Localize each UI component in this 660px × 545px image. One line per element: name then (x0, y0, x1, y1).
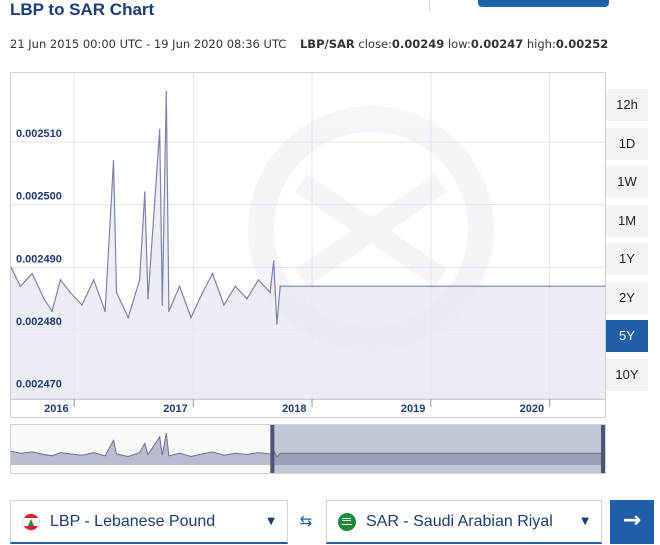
series-point (112, 160, 115, 162)
range-button-12h[interactable]: 12h (606, 89, 648, 121)
series-point (223, 304, 225, 306)
series-point (158, 128, 161, 131)
swap-arrows-icon[interactable]: ⇆ (299, 512, 313, 530)
arrow-right-icon: → (622, 508, 642, 533)
range-button-5y[interactable]: 5Y (606, 320, 648, 352)
series-point (279, 285, 282, 287)
close-value: 0.00249 (391, 37, 445, 51)
series-point (138, 279, 141, 281)
navigator-selection (272, 425, 605, 473)
series-point (19, 285, 22, 287)
saudi-flag-icon (338, 512, 356, 531)
y-tick-label: 0.002510 (16, 128, 62, 140)
series-point (211, 272, 214, 275)
x-tick-label: 2020 (520, 403, 544, 415)
chevron-down-icon: ▼ (581, 516, 589, 527)
series-point (276, 323, 278, 325)
series-point (11, 266, 12, 269)
series-point (144, 191, 146, 193)
navigator-left-handle (270, 425, 275, 473)
series-point (127, 316, 129, 319)
series-point (190, 316, 192, 319)
range-button-2y[interactable]: 2Y (606, 281, 648, 314)
rate-chart-svg: 0.002510 0.002500 0.002490 0.002480 0.002470… (11, 73, 605, 415)
series-point (104, 310, 106, 312)
series-point (604, 285, 605, 287)
low-label: low: (447, 37, 471, 51)
series-point (272, 260, 275, 262)
series-line (11, 91, 605, 324)
navigator-area (11, 433, 605, 465)
lebanon-flag-icon (22, 512, 40, 531)
series-point (165, 91, 168, 93)
x-tick-label: 2017 (163, 403, 187, 415)
x-tick-label: 2016 (44, 403, 68, 415)
series-point (178, 285, 181, 287)
x-tick-label: 2018 (282, 403, 306, 415)
chart-summary: 21 Jun 2015 00:00 UTC - 19 Jun 2020 08:3… (10, 37, 608, 51)
date-range-text: 21 Jun 2015 00:00 UTC - 19 Jun 2020 08:3… (10, 37, 287, 51)
y-tick-label: 0.002470 (16, 379, 62, 391)
series-point (201, 291, 204, 294)
series-point (51, 310, 53, 312)
series-point (246, 297, 248, 300)
series-point (234, 285, 237, 287)
range-button-1d[interactable]: 1D (606, 127, 648, 160)
chart-navigator[interactable] (10, 424, 606, 474)
to-currency-select[interactable]: SAR - Saudi Arabian Riyal ▼ (326, 500, 602, 544)
series-point (69, 291, 71, 294)
range-button-1w[interactable]: 1W (606, 166, 648, 198)
header-action-button[interactable] (478, 0, 609, 7)
from-currency-label: LBP - Lebanese Pound (50, 512, 216, 530)
y-tick-label: 0.002480 (16, 316, 62, 328)
series-point (59, 279, 62, 281)
series-point (43, 297, 45, 300)
navigator-svg (11, 425, 605, 473)
rate-chart[interactable]: 0.002510 0.002500 0.002490 0.002480 0.002470… (10, 72, 606, 418)
header-divider (429, 0, 430, 12)
high-label: high: (526, 37, 556, 51)
series-area (11, 91, 605, 400)
high-value: 0.00252 (555, 37, 609, 51)
series-point (548, 285, 551, 287)
y-tick-label: 0.002500 (16, 191, 62, 203)
series-point (31, 272, 33, 275)
from-currency-select[interactable]: LBP - Lebanese Pound ▼ (10, 500, 288, 544)
series-point (92, 279, 95, 281)
series-point (147, 297, 149, 300)
range-button-10y[interactable]: 10Y (606, 358, 648, 391)
pair-label: LBP/SAR (299, 37, 355, 51)
convert-go-button[interactable]: → (610, 500, 654, 544)
series-point (115, 291, 118, 294)
y-tick-label: 0.002490 (16, 253, 62, 265)
navigator-right-handle (601, 425, 605, 473)
page-title: LBP to SAR Chart (10, 0, 155, 19)
series-point (81, 304, 83, 306)
chevron-down-icon: ▼ (267, 516, 275, 527)
series-point (161, 304, 164, 306)
x-tick-label: 2019 (401, 403, 425, 415)
low-value: 0.00247 (470, 37, 524, 51)
series-point (311, 285, 313, 287)
range-button-1m[interactable]: 1M (606, 204, 648, 237)
series-point (257, 279, 260, 281)
series-point (269, 291, 271, 294)
to-currency-label: SAR - Saudi Arabian Riyal (366, 512, 553, 530)
series-point (430, 285, 432, 287)
close-label: close: (358, 37, 392, 51)
series-point (168, 310, 170, 312)
range-button-1y[interactable]: 1Y (606, 243, 648, 275)
